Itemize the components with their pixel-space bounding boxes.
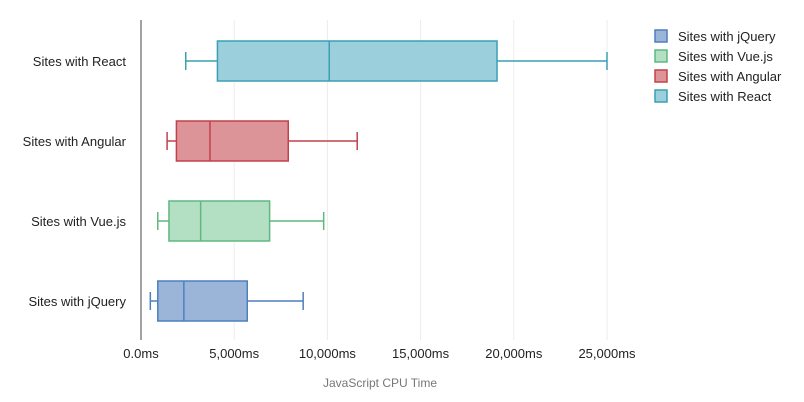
box-sites-with-react[interactable]: [184, 40, 608, 82]
x-tick-labels: 0.0ms 5,000ms 10,000ms 15,000ms 20,000ms 25,0…: [123, 346, 636, 361]
category-label: Sites with Angular: [23, 134, 127, 149]
legend-swatch: [654, 29, 668, 43]
iqr-box: [175, 120, 290, 162]
boxes: [149, 40, 608, 322]
category-label: Sites with jQuery: [28, 294, 126, 309]
legend-item[interactable]: Sites with Angular: [654, 69, 782, 84]
legend-swatch: [654, 89, 668, 103]
x-tick-label: 20,000ms: [485, 346, 543, 361]
legend-label: Sites with Vue.js: [678, 49, 773, 64]
category-label: Sites with Vue.js: [31, 214, 126, 229]
box-sites-with-angular[interactable]: [166, 120, 358, 162]
iqr-box: [168, 200, 271, 242]
category-label: Sites with React: [33, 54, 127, 69]
iqr-box: [216, 40, 498, 82]
x-tick-label: 0.0ms: [123, 346, 159, 361]
legend-swatch: [654, 49, 668, 63]
x-tick-label: 15,000ms: [392, 346, 450, 361]
legend-label: Sites with React: [678, 89, 772, 104]
box-sites-with-vue-js[interactable]: [157, 200, 325, 242]
x-tick-label: 25,000ms: [578, 346, 636, 361]
legend[interactable]: Sites with jQuery Sites with Vue.js Sites …: [654, 29, 782, 104]
legend-item[interactable]: Sites with Vue.js: [654, 49, 773, 64]
legend-label: Sites with jQuery: [678, 29, 776, 44]
legend-label: Sites with Angular: [678, 69, 782, 84]
legend-swatch: [654, 69, 668, 83]
iqr-box: [157, 280, 248, 322]
legend-item[interactable]: Sites with jQuery: [654, 29, 776, 44]
x-tick-label: 5,000ms: [209, 346, 259, 361]
legend-item[interactable]: Sites with React: [654, 89, 772, 104]
x-tick-label: 10,000ms: [299, 346, 357, 361]
box-sites-with-jquery[interactable]: [149, 280, 304, 322]
x-axis-title: JavaScript CPU Time: [323, 376, 437, 390]
category-labels: Sites with jQuery Sites with Vue.js Sites …: [23, 54, 127, 309]
